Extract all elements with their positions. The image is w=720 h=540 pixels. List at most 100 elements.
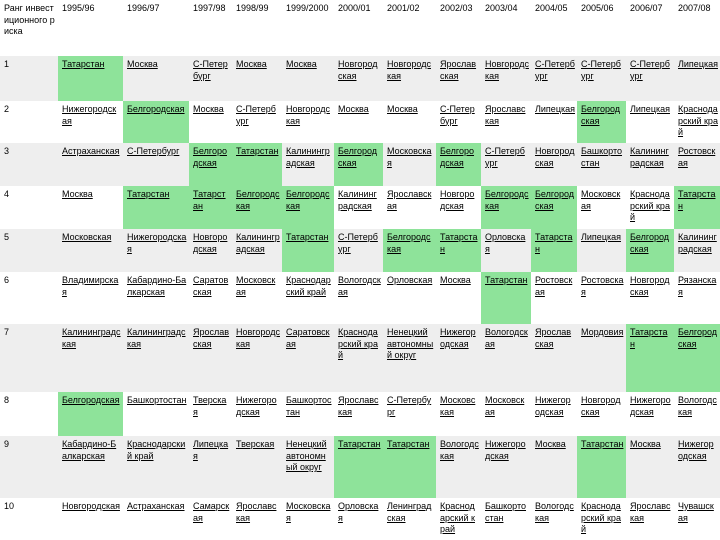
- region-cell[interactable]: Ярославская: [436, 56, 481, 101]
- region-link[interactable]: Кабардино-Балкарская: [127, 275, 187, 297]
- region-link[interactable]: Татарстан: [440, 232, 478, 254]
- region-cell[interactable]: Ярославская: [481, 101, 531, 143]
- region-cell[interactable]: Ярославская: [383, 186, 436, 229]
- region-link[interactable]: Новгородская: [440, 189, 475, 211]
- region-cell[interactable]: Москва: [189, 101, 232, 143]
- region-cell[interactable]: Москва: [282, 56, 334, 101]
- region-link[interactable]: Новгородская: [581, 395, 621, 417]
- region-link[interactable]: Тверская: [236, 439, 275, 449]
- region-cell[interactable]: Нижегородская: [232, 392, 282, 436]
- region-cell[interactable]: Московская: [436, 392, 481, 436]
- region-link[interactable]: Ненецкий автономный округ: [387, 327, 434, 360]
- region-link[interactable]: Татарстан: [338, 439, 381, 449]
- region-cell-highlighted[interactable]: Татарстан: [531, 229, 577, 272]
- region-cell-highlighted[interactable]: Татарстан: [436, 229, 481, 272]
- region-cell[interactable]: С-Петербург: [383, 392, 436, 436]
- region-link[interactable]: Орловская: [387, 275, 433, 285]
- region-cell[interactable]: Липецкая: [626, 101, 674, 143]
- region-link[interactable]: Новгородская: [387, 59, 431, 81]
- region-cell[interactable]: Калининградская: [282, 143, 334, 186]
- region-link[interactable]: Татарстан: [286, 232, 329, 242]
- region-cell[interactable]: Башкортостан: [282, 392, 334, 436]
- region-link[interactable]: Татарстан: [485, 275, 528, 285]
- region-link[interactable]: С-Петербург: [630, 59, 670, 81]
- region-link[interactable]: Астраханская: [62, 146, 120, 156]
- region-link[interactable]: Москва: [535, 439, 566, 449]
- region-link[interactable]: Липецкая: [193, 439, 229, 461]
- region-cell[interactable]: Новгородская: [334, 56, 383, 101]
- region-link[interactable]: Рязанская: [678, 275, 717, 297]
- region-cell[interactable]: Новгородская: [626, 272, 674, 324]
- region-link[interactable]: Москва: [387, 104, 418, 114]
- region-link[interactable]: Белгородская: [440, 146, 474, 168]
- region-link[interactable]: Татарстан: [387, 439, 430, 449]
- region-cell[interactable]: Липецкая: [189, 436, 232, 498]
- region-cell-highlighted[interactable]: Белгородская: [577, 101, 626, 143]
- region-link[interactable]: Нижегородская: [62, 104, 117, 126]
- region-cell[interactable]: Вологодская: [334, 272, 383, 324]
- region-cell[interactable]: Новгородская: [481, 56, 531, 101]
- region-link[interactable]: Белгородская: [678, 327, 718, 349]
- region-link[interactable]: С-Петербург: [440, 104, 475, 126]
- region-cell[interactable]: С-Петербург: [123, 143, 189, 186]
- region-link[interactable]: С-Петербург: [193, 59, 228, 81]
- region-cell[interactable]: Ростовская: [674, 143, 720, 186]
- region-cell[interactable]: Башкортостан: [123, 392, 189, 436]
- region-cell[interactable]: Тверская: [189, 392, 232, 436]
- region-cell[interactable]: Ярославская: [531, 324, 577, 392]
- region-cell-highlighted[interactable]: Белгородская: [481, 186, 531, 229]
- region-link[interactable]: Москва: [338, 104, 369, 114]
- region-link[interactable]: Ненецкий автономный округ: [286, 439, 327, 472]
- region-link[interactable]: Краснодарский край: [630, 189, 670, 222]
- region-link[interactable]: Татарстан: [678, 189, 716, 211]
- region-cell[interactable]: Московская: [58, 229, 123, 272]
- region-cell[interactable]: Москва: [531, 436, 577, 498]
- region-cell-highlighted[interactable]: Татарстан: [282, 229, 334, 272]
- region-cell[interactable]: Ярославская: [189, 324, 232, 392]
- region-cell[interactable]: Кабардино-Балкарская: [123, 272, 189, 324]
- region-link[interactable]: Ярославская: [236, 501, 277, 523]
- region-link[interactable]: Вологодская: [485, 327, 528, 349]
- region-cell[interactable]: Москва: [123, 56, 189, 101]
- region-cell[interactable]: Астраханская: [58, 143, 123, 186]
- region-link[interactable]: Владимирская: [62, 275, 119, 297]
- region-link[interactable]: Калининградская: [630, 146, 669, 168]
- region-cell[interactable]: Новгородская: [58, 498, 123, 538]
- region-link[interactable]: Новгородская: [286, 104, 330, 126]
- region-cell[interactable]: Ненецкий автономный округ: [282, 436, 334, 498]
- region-link[interactable]: Московская: [581, 189, 621, 211]
- region-cell-highlighted[interactable]: Белгородская: [58, 392, 123, 436]
- region-cell[interactable]: Москва: [334, 101, 383, 143]
- region-link[interactable]: Ростовская: [535, 275, 573, 297]
- region-cell[interactable]: Калининградская: [232, 229, 282, 272]
- region-cell-highlighted[interactable]: Белгородская: [189, 143, 232, 186]
- region-cell[interactable]: Москва: [232, 56, 282, 101]
- region-link[interactable]: Ярославская: [630, 501, 671, 523]
- region-link[interactable]: Самарская: [193, 501, 230, 523]
- region-link[interactable]: Вологодская: [678, 395, 717, 417]
- region-cell-highlighted[interactable]: Татарстан: [232, 143, 282, 186]
- region-link[interactable]: Новгородская: [535, 146, 575, 168]
- region-link[interactable]: Нижегородская: [236, 395, 277, 417]
- region-link[interactable]: Краснодарский край: [127, 439, 186, 461]
- region-link[interactable]: Ярославская: [485, 104, 526, 126]
- region-link[interactable]: Москва: [193, 104, 224, 114]
- region-link[interactable]: Ростовская: [678, 146, 716, 168]
- region-cell[interactable]: Новгородская: [383, 56, 436, 101]
- region-cell-highlighted[interactable]: Белгородская: [436, 143, 481, 186]
- region-cell-highlighted[interactable]: Татарстан: [383, 436, 436, 498]
- region-link[interactable]: Калининградская: [678, 232, 717, 254]
- region-cell[interactable]: Московская: [481, 392, 531, 436]
- region-link[interactable]: Ленинградская: [387, 501, 432, 523]
- region-cell[interactable]: Астраханская: [123, 498, 189, 538]
- region-cell[interactable]: Московская: [282, 498, 334, 538]
- region-cell[interactable]: Кабардино-Балкарская: [58, 436, 123, 498]
- region-link[interactable]: Ярославская: [440, 59, 477, 81]
- region-link[interactable]: Татарстан: [581, 439, 624, 449]
- region-cell[interactable]: Москва: [58, 186, 123, 229]
- region-cell[interactable]: С-Петербург: [334, 229, 383, 272]
- region-cell[interactable]: Новгородская: [232, 324, 282, 392]
- region-cell-highlighted[interactable]: Татарстан: [189, 186, 232, 229]
- region-link[interactable]: С-Петербург: [338, 232, 378, 254]
- region-cell[interactable]: Новгородская: [189, 229, 232, 272]
